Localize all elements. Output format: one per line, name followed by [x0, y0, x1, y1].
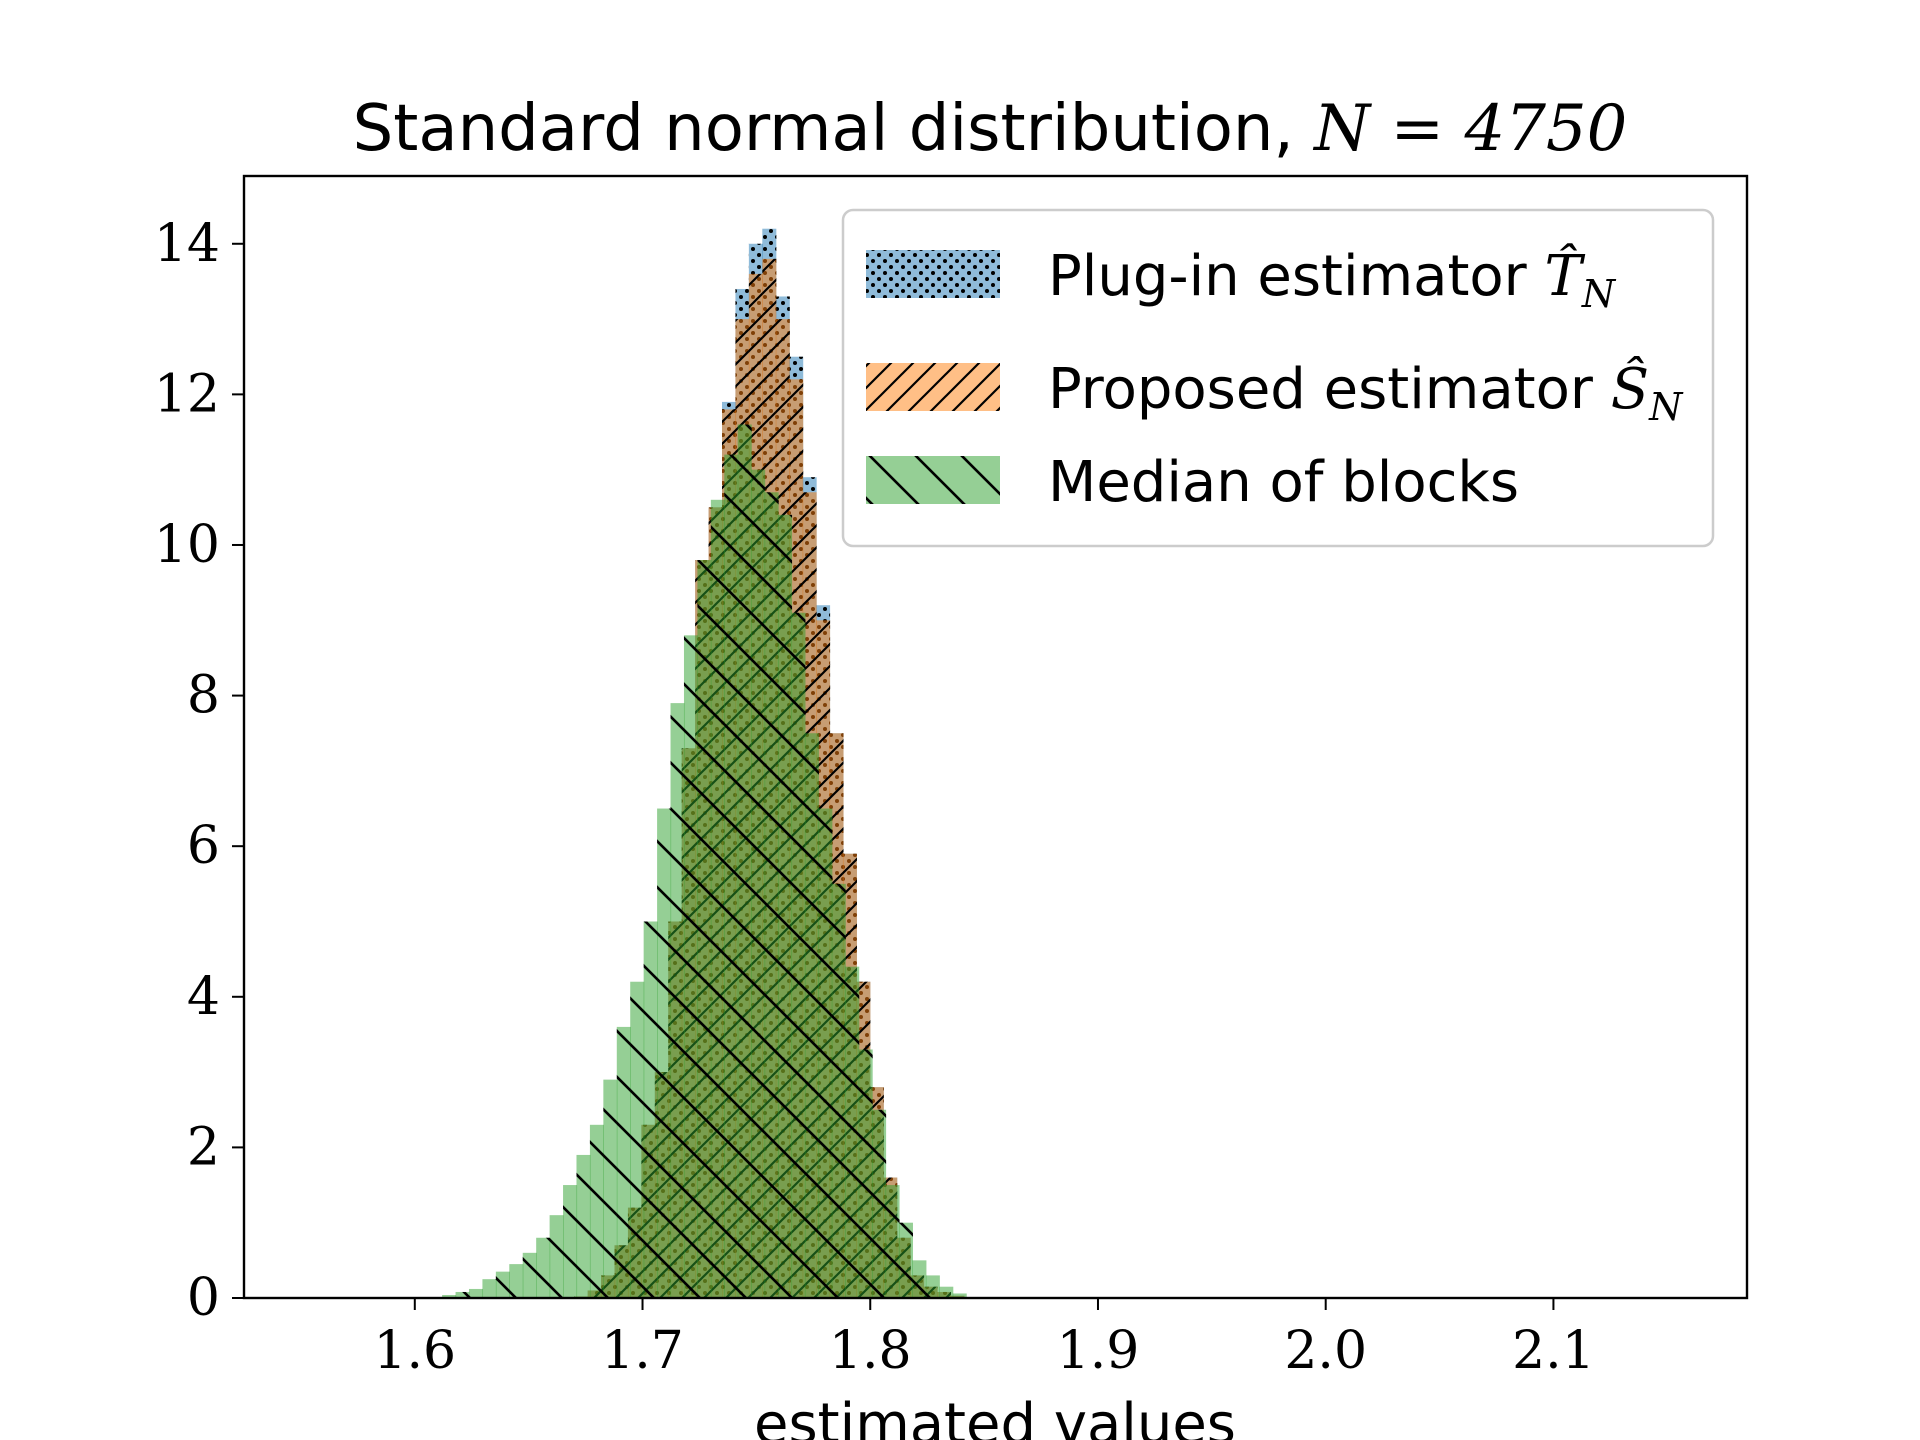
bar-hatch: [831, 883, 846, 1298]
legend-item-1: Proposed estimator ŜN: [866, 355, 1684, 429]
bar-hatch: [791, 612, 806, 1298]
x-tick-label: 1.6: [373, 1321, 456, 1381]
bar-hatch: [549, 1215, 564, 1298]
bar-hatch: [697, 560, 712, 1298]
bar-hatch: [737, 424, 752, 1298]
bar-hatch: [630, 981, 645, 1298]
legend-swatch-hatch: [866, 456, 1000, 504]
bar-hatch: [442, 1294, 457, 1298]
x-tick-label: 1.9: [1057, 1321, 1140, 1381]
legend-label-math: T̂: [1544, 242, 1585, 309]
x-tick-label: 1.8: [829, 1321, 912, 1381]
legend-item-0: Plug-in estimator T̂N: [866, 242, 1617, 316]
bar-hatch: [509, 1264, 524, 1298]
legend-label-subscript: N: [1648, 385, 1684, 429]
y-tick-label: 12: [154, 364, 220, 424]
y-tick-label: 4: [187, 967, 220, 1027]
legend-item-2: Median of blocks: [866, 450, 1519, 515]
bar-hatch: [925, 1275, 940, 1298]
y-axis-ticks: 0 2 4 6 8 10 12 14: [154, 214, 244, 1328]
bar-hatch: [455, 1291, 470, 1298]
bar-hatch: [872, 1109, 887, 1298]
legend-label-text: Proposed estimator: [1048, 357, 1611, 422]
bar-hatch: [845, 966, 860, 1298]
x-axis-ticks: 1.6 1.7 1.8 1.9 2.0 2.1: [373, 1298, 1595, 1381]
chart-title-math: N = 4750: [1312, 92, 1627, 166]
bar-hatch: [764, 492, 779, 1298]
histogram-bars: [442, 228, 978, 1298]
legend-swatch-hatch: [866, 363, 1000, 411]
legend-label-subscript: N: [1581, 272, 1617, 316]
bar-hatch: [603, 1079, 618, 1298]
chart-title-text: Standard normal distribution,: [353, 92, 1315, 166]
x-axis-label: estimated values: [754, 1392, 1236, 1440]
legend-label-text: Plug-in estimator: [1048, 244, 1544, 309]
bar-hatch: [683, 635, 699, 1298]
legend-label-text: Median of blocks: [1048, 450, 1519, 515]
bar-hatch: [751, 469, 766, 1298]
legend-label: Proposed estimator ŜN: [1048, 355, 1684, 429]
bar-hatch: [858, 1049, 873, 1298]
bar-hatch: [724, 454, 739, 1298]
bar-hatch: [912, 1260, 927, 1298]
y-tick-label: 14: [154, 214, 220, 274]
bar-hatch: [939, 1286, 954, 1298]
legend-label-math: Ŝ: [1611, 355, 1649, 422]
x-tick-label: 2.0: [1284, 1321, 1367, 1381]
y-tick-label: 0: [187, 1268, 220, 1328]
bar-hatch: [885, 1185, 900, 1298]
bar-hatch: [778, 514, 793, 1298]
bar-hatch: [616, 1026, 631, 1298]
x-tick-label: 1.7: [601, 1321, 684, 1381]
bar-hatch: [818, 808, 833, 1298]
legend-swatch-hatch: [866, 250, 1000, 298]
bar-hatch: [952, 1293, 967, 1298]
legend-box: [841, 208, 1715, 548]
bar-hatch: [670, 703, 685, 1298]
bar-hatch: [536, 1237, 551, 1298]
bar-hatch: [563, 1185, 578, 1298]
chart-title: Standard normal distribution, N = 4750: [353, 92, 1628, 166]
bar-hatch: [657, 808, 672, 1298]
legend-label: Median of blocks: [1048, 450, 1519, 515]
x-tick-label: 2.1: [1512, 1321, 1595, 1381]
series-2-bars: [442, 424, 967, 1298]
y-tick-label: 10: [154, 515, 220, 575]
bar-hatch: [643, 921, 658, 1298]
bar-hatch: [468, 1288, 484, 1298]
y-tick-label: 6: [187, 816, 220, 876]
bar-hatch: [589, 1124, 604, 1298]
y-tick-label: 8: [187, 666, 220, 726]
bar-hatch: [522, 1252, 537, 1298]
bar-hatch: [495, 1271, 510, 1298]
bar-hatch: [482, 1279, 497, 1298]
y-tick-label: 2: [187, 1117, 220, 1177]
bar-hatch: [898, 1222, 913, 1298]
plot-frame: [242, 174, 1749, 1300]
bar-hatch: [710, 499, 725, 1298]
legend-label: Plug-in estimator T̂N: [1048, 242, 1617, 316]
bar-hatch: [804, 733, 819, 1298]
bar-hatch: [576, 1154, 591, 1298]
